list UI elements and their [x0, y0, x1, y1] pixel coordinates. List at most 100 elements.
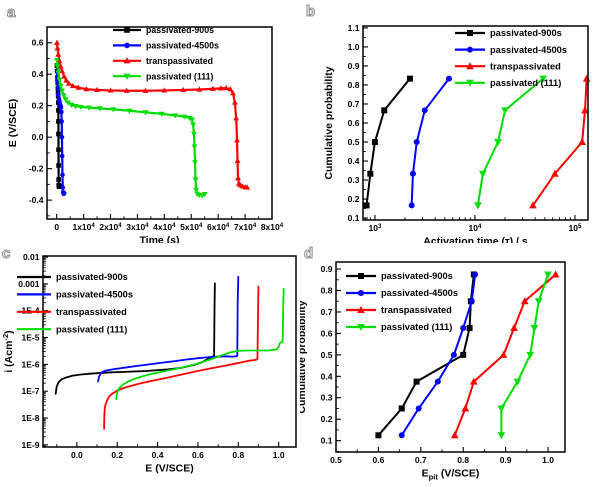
marker-triangle-down — [192, 177, 199, 183]
y-tick-label: 0.6 — [32, 38, 44, 48]
marker-triangle-up — [510, 324, 518, 332]
marker-triangle-down — [497, 405, 506, 413]
series-line — [97, 275, 240, 383]
y-tick-label: 1E-8 — [22, 413, 40, 423]
marker-triangle-down — [539, 75, 547, 83]
marker-square — [371, 139, 378, 146]
legend-label: passivated-4500s — [381, 288, 458, 298]
series-line — [377, 273, 475, 437]
y-tick-label: 0.7 — [348, 99, 360, 109]
marker-square — [460, 351, 467, 358]
marker-triangle-down — [142, 110, 149, 116]
marker-triangle-down — [534, 298, 543, 306]
series-group — [375, 270, 560, 440]
y-tick-label: 0.3 — [321, 393, 333, 403]
legend-label: passivated-900s — [490, 28, 562, 38]
marker-square — [358, 273, 364, 279]
marker-triangle-down — [526, 351, 535, 359]
panel-label-d: d — [303, 245, 314, 262]
series-transpassivated — [529, 74, 591, 209]
marker-triangle-down — [497, 432, 506, 440]
y-tick-label: 0.2 — [321, 414, 333, 424]
series-passivated (111) — [54, 57, 208, 199]
series-passivated-4500s — [398, 271, 479, 439]
minor-ticks — [336, 279, 528, 452]
marker-circle — [408, 202, 415, 209]
marker-triangle-up — [55, 51, 62, 57]
marker-triangle-up — [54, 45, 61, 51]
series-passivated-4500s — [408, 75, 452, 209]
legend: passivated-900s passivated-4500s transpass… — [113, 25, 219, 81]
y-tick-label: 0.0 — [32, 132, 44, 142]
marker-triangle-down — [54, 57, 60, 64]
x-tick-label: 3x104 — [126, 222, 149, 232]
marker-square — [57, 183, 63, 189]
series-group — [54, 275, 285, 430]
x-tick-label: 0.2 — [111, 450, 123, 460]
marker-triangle-down — [479, 170, 487, 178]
marker-circle — [61, 190, 67, 196]
legend-label: transpassivated — [490, 61, 561, 71]
x-tick-label: 0.6 — [192, 450, 204, 460]
y-tick-label: 1.1 — [348, 23, 360, 33]
marker-triangle-up — [59, 67, 65, 74]
series-group — [54, 39, 251, 199]
legend-label: transpassivated — [56, 307, 127, 317]
chart-panel-b: 103 104 105 0.1 0.2 0.3 0.4 0.5 0.6 0.7 0.8 0.9 1.0 1… — [300, 0, 600, 243]
y-tick-label: 0.3 — [348, 175, 360, 185]
marker-triangle-down — [474, 202, 482, 210]
chart-svg-b: 103 104 105 0.1 0.2 0.3 0.4 0.5 0.6 0.7 0.8 0.9 1.0 1… — [323, 23, 591, 243]
marker-triangle-up — [466, 62, 474, 70]
marker-square — [466, 325, 473, 332]
x-tick-label: 104 — [469, 223, 482, 233]
series-passivated (111) — [474, 75, 547, 210]
marker-triangle-up — [233, 115, 240, 121]
marker-triangle-up — [230, 89, 236, 96]
x-tick-label: 1.0 — [542, 455, 554, 465]
chart-panel-c: 0.00.20.40.60.81.00.010.0011E-41E-51E-61… — [0, 244, 300, 487]
series-passivated-4500s — [97, 275, 240, 383]
y-tick-label: 0.1 — [348, 213, 360, 223]
marker-circle — [421, 107, 428, 114]
series-passivated (111) — [115, 288, 285, 401]
marker-triangle-down — [59, 88, 65, 94]
marker-triangle-up — [581, 106, 589, 114]
marker-circle — [55, 86, 61, 91]
y-tick-label: 0.8 — [321, 286, 333, 296]
marker-circle — [415, 405, 422, 412]
series-line — [103, 285, 260, 430]
y-tick-label: 0.5 — [348, 137, 360, 147]
marker-triangle-down — [78, 104, 84, 111]
y-tick-label: 1E-9 — [22, 440, 40, 450]
y-tick-label: 1E-7 — [22, 386, 40, 396]
marker-circle — [124, 42, 130, 49]
marker-triangle-up — [107, 87, 114, 93]
series-group — [363, 74, 591, 210]
marker-circle — [358, 290, 364, 296]
x-axis-title: Time (s) — [139, 235, 179, 244]
x-axis-title: Epit (V/SCE) — [422, 468, 480, 482]
marker-square — [406, 75, 413, 82]
marker-triangle-up — [65, 80, 72, 86]
x-tick-label: 6x104 — [207, 222, 230, 232]
marker-square — [413, 378, 420, 385]
marker-triangle-down — [192, 160, 198, 166]
legend: passivated-900s passivated-4500s transpass… — [17, 272, 133, 334]
x-tick-label: 0.7 — [415, 455, 427, 465]
marker-triangle-up — [217, 85, 224, 91]
marker-square — [56, 131, 61, 137]
marker-triangle-down — [190, 122, 197, 128]
y-axis-title: E (V/SCE) — [7, 99, 19, 147]
x-tick-label: 0.6 — [372, 455, 384, 465]
marker-triangle-down — [530, 325, 539, 333]
marker-triangle-down — [158, 111, 165, 117]
series-line — [55, 41, 249, 189]
panel-label-b: b — [305, 3, 316, 20]
y-tick-label: -0.2 — [29, 164, 44, 174]
x-tick-label: 4x104 — [153, 222, 176, 232]
marker-circle — [460, 325, 467, 332]
marker-triangle-up — [551, 270, 560, 278]
y-tick-label: 1E-5 — [22, 333, 40, 343]
y-tick-label: 0.4 — [348, 156, 360, 166]
marker-triangle-up — [83, 86, 90, 92]
